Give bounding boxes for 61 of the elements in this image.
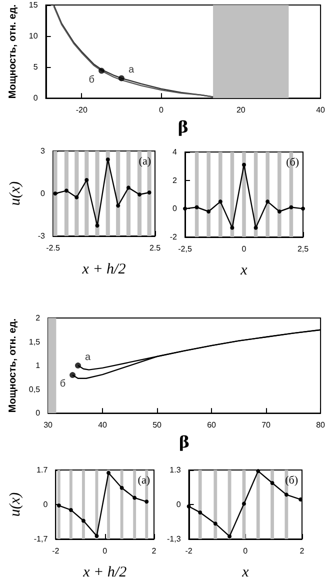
y-tick-label: 0 [172, 204, 178, 214]
y-tick-label: 1.7 [36, 466, 48, 474]
x-axis-title: β [178, 432, 190, 452]
x-axis-title: β [178, 118, 188, 136]
x-tick-label: 2 [152, 546, 157, 556]
annotation: а [128, 64, 134, 76]
annotation: (б) [285, 474, 298, 486]
y-tick-label: 1 [36, 361, 41, 370]
annotation: (б) [286, 156, 300, 168]
x-tick-label: -20 [76, 106, 88, 115]
x-tick-label: -2 [185, 546, 193, 556]
y-tick-label: 0 [176, 500, 182, 509]
x-tick-label: 50 [152, 420, 162, 430]
y-tick-label: 0,5 [28, 384, 41, 394]
x-tick-label: 40 [316, 106, 326, 115]
x-tick-label: 0 [242, 244, 247, 254]
y-tick-label: 2 [172, 176, 178, 185]
y-tick-label: -1,7 [34, 534, 48, 544]
y-tick-label: 1.3 [170, 466, 182, 474]
x-tick-label: 80 [316, 420, 326, 430]
annotation: а [85, 352, 91, 364]
x-tick-label: 2,5 [297, 244, 310, 254]
x-axis-title: x + h/2 [81, 262, 126, 278]
y-axis-title: Мощность, отн. ед. [8, 318, 18, 413]
y-tick-label: 1,5 [28, 337, 41, 346]
x-tick-label: 0 [102, 546, 108, 556]
y-tick-label: 0 [43, 500, 48, 509]
y-tick-label: 3 [40, 146, 46, 156]
y-tick-label: 4 [172, 148, 178, 156]
y-tick-label: 2 [36, 314, 41, 322]
y-axis-title: u(x) [8, 181, 24, 206]
x-tick-label: 60 [207, 420, 217, 430]
x-axis-title: x + h/2 [82, 564, 128, 580]
x-tick-label: 70 [262, 420, 272, 430]
x-tick-label: -2,5 [178, 244, 192, 254]
x-tick-label: -2 [52, 546, 60, 556]
x-tick-label: 20 [236, 106, 246, 115]
y-tick-label: -1,3 [166, 534, 182, 544]
x-tick-label: 40 [98, 420, 108, 430]
x-axis-title: x [240, 262, 248, 278]
y-tick-label: 10 [28, 32, 38, 41]
x-tick-label: 2.5 [149, 244, 162, 252]
y-tick-label: 0 [36, 408, 41, 418]
y-tick-label: -3 [38, 232, 46, 240]
annotation: (а) [138, 474, 150, 486]
annotation: б [60, 378, 66, 390]
x-tick-label: 30 [44, 420, 54, 430]
y-tick-label: 0 [33, 94, 38, 103]
x-tick-label: 2 [300, 546, 305, 556]
y-tick-label: 15 [28, 0, 38, 10]
x-tick-label: 0 [243, 546, 248, 556]
x-tick-label: -2.5 [46, 244, 60, 252]
y-tick-label: 5 [33, 62, 38, 72]
x-tick-label: 0 [159, 106, 164, 115]
annotation: б [88, 74, 95, 86]
y-tick-label: 0 [40, 189, 46, 198]
y-tick-label: -2 [170, 232, 178, 242]
annotation: (a) [138, 156, 152, 168]
x-axis-title: x [241, 564, 250, 580]
y-axis-title: Мощность, отн. ед. [8, 4, 18, 99]
y-axis-title: u(x) [8, 492, 24, 517]
